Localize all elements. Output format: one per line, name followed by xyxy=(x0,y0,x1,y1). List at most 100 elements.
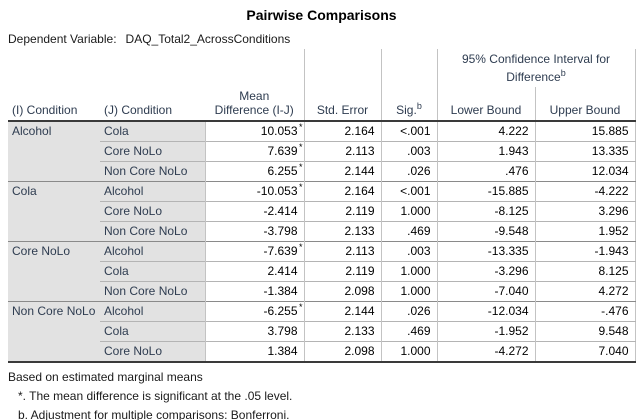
dependent-variable-value: DAQ_Total2_AcrossConditions xyxy=(125,32,291,46)
mean-difference-cell: 10.053 * xyxy=(204,121,304,142)
table-row: Core NoLo 7.639 * 2.113.003 1.943 13.335 xyxy=(8,141,635,162)
header-spacer xyxy=(8,49,100,87)
std-error-cell: 2.164 xyxy=(303,181,381,202)
lower-bound-cell: -15.885 xyxy=(436,181,535,202)
j-condition-cell: Alcohol xyxy=(100,241,205,262)
header-spacer xyxy=(100,49,205,87)
table-body: Alcohol Cola 10.053 * 2.164 <.001 4.222 15.885 C… xyxy=(8,121,635,362)
lower-bound-cell: -9.548 xyxy=(436,221,535,242)
lower-bound-cell: -7.040 xyxy=(436,281,535,302)
mean-difference-cell: 1.384 xyxy=(204,341,304,362)
significance-star: * xyxy=(298,162,303,172)
column-header-upper-bound: Upper Bound xyxy=(534,87,635,122)
sig-cell: .469 xyxy=(380,321,437,342)
mean-difference-cell: -3.798 xyxy=(204,221,304,242)
sig-cell: .469 xyxy=(380,221,437,242)
table-row: Alcohol Cola 10.053 * 2.164 <.001 4.222 15.885 xyxy=(8,121,635,182)
j-condition-cell: Core NoLo xyxy=(100,341,205,362)
std-error-cell: 2.119 xyxy=(303,261,381,282)
sig-cell: .003 xyxy=(380,241,437,262)
upper-bound-cell: 12.034 xyxy=(534,161,635,182)
table-row: Cola 3.798 2.133.469 -1.952 9.548 xyxy=(8,321,635,342)
ci-label-line1: 95% Confidence Interval for xyxy=(461,52,611,66)
j-condition-cell: Cola xyxy=(100,321,205,342)
significance-star: * xyxy=(298,242,303,252)
table-row: Non Core NoLo 6.255 * 2.144.026.476 12.034 xyxy=(8,161,635,182)
footnote-bonferroni: b. Adjustment for multiple comparisons: … xyxy=(18,408,290,420)
table-footnotes: Based on estimated marginal means *. The… xyxy=(8,368,643,420)
footnote-marker-b: b xyxy=(416,101,422,111)
table-row: Non Core NoLo -1.384 2.098 1.000 -7.040 4.272 xyxy=(8,281,635,302)
column-header-lower-bound: Lower Bound xyxy=(436,87,535,122)
std-error-cell: 2.098 xyxy=(303,341,381,362)
upper-bound-cell: -4.222 xyxy=(534,181,635,202)
upper-bound-cell: 9.548 xyxy=(534,321,635,342)
std-error-cell: 2.133 xyxy=(303,221,381,242)
column-header-std-error: Std. Error xyxy=(303,87,381,122)
column-header-ci-group: 95% Confidence Interval for Differenceb xyxy=(436,49,635,87)
upper-bound-cell: 1.952 xyxy=(534,221,635,242)
j-condition-cell: Core NoLo xyxy=(100,141,205,162)
lower-bound-cell: -12.034 xyxy=(436,301,535,322)
mean-difference-cell: -10.053 * xyxy=(204,181,304,202)
j-condition-cell: Non Core NoLo xyxy=(100,161,205,182)
column-header-mean-difference: Mean Difference (I-J) xyxy=(205,87,304,122)
sig-cell: .003 xyxy=(380,141,437,162)
lower-bound-cell: 1.943 xyxy=(436,141,535,162)
std-error-cell: 2.113 xyxy=(303,141,381,162)
lower-bound-cell: -8.125 xyxy=(436,201,535,222)
mean-difference-cell: 6.255 * xyxy=(204,161,304,182)
std-error-cell: 2.164 xyxy=(303,121,381,142)
sig-cell: <.001 xyxy=(380,121,437,142)
header-row-ci-group: 95% Confidence Interval for Differenceb xyxy=(8,49,635,87)
table-row: Core NoLo Alcohol -7.639 * 2.113.003 -13.335-… xyxy=(8,241,635,302)
j-condition-cell: Core NoLo xyxy=(100,201,205,222)
std-error-cell: 2.133 xyxy=(303,321,381,342)
table-row: Core NoLo 1.384 2.098 1.000 -4.272 7.040 xyxy=(8,341,635,362)
column-header-sig: Sig.b xyxy=(380,87,437,122)
sig-cell: <.001 xyxy=(380,181,437,202)
sig-cell: 1.000 xyxy=(380,341,437,362)
significance-star: * xyxy=(298,182,303,192)
upper-bound-cell: -1.943 xyxy=(534,241,635,262)
sig-cell: 1.000 xyxy=(380,261,437,282)
table-header: 95% Confidence Interval for Differenceb … xyxy=(8,49,635,122)
j-condition-cell: Non Core NoLo xyxy=(100,281,205,302)
header-spacer xyxy=(303,49,381,87)
header-row-columns: (I) Condition (J) Condition Mean Differe… xyxy=(8,87,635,122)
dependent-variable-label: Dependent Variable: xyxy=(8,32,117,46)
std-error-cell: 2.119 xyxy=(303,201,381,222)
lower-bound-cell: .476 xyxy=(436,161,535,182)
table-title: Pairwise Comparisons xyxy=(246,7,397,23)
i-condition-cell: Core NoLo xyxy=(8,241,100,302)
lower-bound-cell: -13.335 xyxy=(436,241,535,262)
lower-bound-cell: 4.222 xyxy=(436,121,535,142)
table-row: Cola Alcohol -10.053 * 2.164 <.001 -15.885 -4.2… xyxy=(8,181,635,242)
pairwise-comparisons-table: 95% Confidence Interval for Differenceb … xyxy=(8,49,636,363)
std-error-cell: 2.144 xyxy=(303,301,381,322)
upper-bound-cell: 3.296 xyxy=(534,201,635,222)
lower-bound-cell: -1.952 xyxy=(436,321,535,342)
upper-bound-cell: 4.272 xyxy=(534,281,635,302)
significance-star: * xyxy=(298,302,303,312)
mean-difference-cell: 2.414 xyxy=(204,261,304,282)
header-spacer xyxy=(380,49,437,87)
sig-cell: .026 xyxy=(380,161,437,182)
table-row: Cola 2.414 2.119 1.000 -3.296 8.125 xyxy=(8,261,635,282)
j-condition-cell: Cola xyxy=(100,261,205,282)
lower-bound-cell: -4.272 xyxy=(436,341,535,362)
mean-difference-cell: -1.384 xyxy=(204,281,304,302)
j-condition-cell: Cola xyxy=(100,121,205,142)
significance-star: * xyxy=(298,142,303,152)
mean-difference-cell: 3.798 xyxy=(204,321,304,342)
dependent-variable-line: Dependent Variable: DAQ_Total2_AcrossCond… xyxy=(8,32,643,46)
footnote-significance: *. The mean difference is significant at… xyxy=(18,389,293,403)
upper-bound-cell: 13.335 xyxy=(534,141,635,162)
footnote-marker-b: b xyxy=(560,68,566,78)
sig-cell: .026 xyxy=(380,301,437,322)
j-condition-cell: Non Core NoLo xyxy=(100,221,205,242)
significance-star: * xyxy=(298,122,303,132)
i-condition-cell: Cola xyxy=(8,181,100,242)
table-row: Non Core NoLo Alcohol -6.255 * 2.144.026 -12.… xyxy=(8,301,635,362)
